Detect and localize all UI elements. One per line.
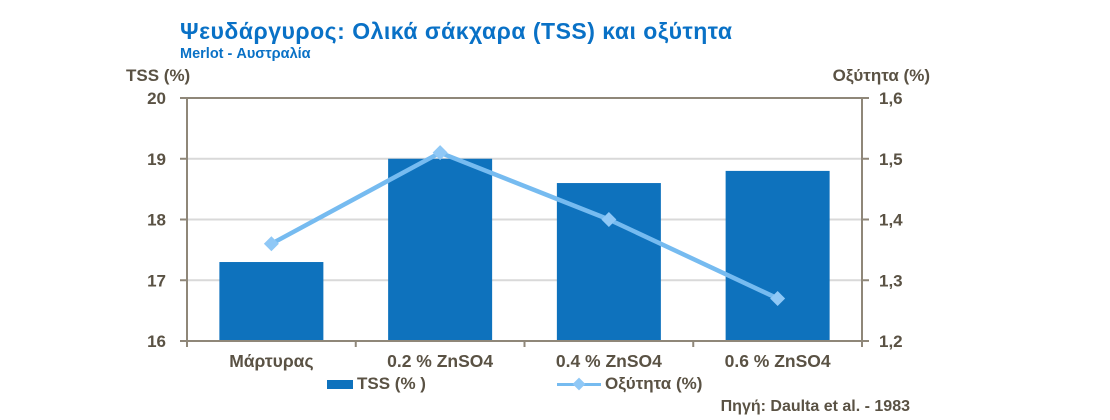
category-label: 0.4 % ZnSO4	[556, 351, 662, 371]
right-axis-tick-label: 1,5	[879, 150, 903, 169]
chart-subtitle: Merlot - Αυστραλία	[180, 46, 311, 62]
left-axis-label: TSS (%)	[126, 66, 191, 85]
left-axis-tick-label: 20	[147, 89, 166, 108]
chart-title: Ψευδάργυρος: Ολικά σάκχαρα (TSS) και οξύ…	[180, 18, 733, 44]
line-swatch-icon	[557, 377, 601, 391]
acidity-marker-0	[263, 236, 279, 252]
legend-label-acidity: Οξύτητα (%)	[605, 374, 703, 393]
tss-bar-1	[388, 158, 493, 341]
acidity-marker-3	[770, 290, 786, 306]
bar-swatch-icon	[327, 379, 353, 389]
tss-bar-3	[725, 170, 830, 341]
left-axis-tick-label: 18	[147, 211, 166, 230]
acidity-marker-1	[432, 145, 448, 161]
diamond-marker-icon	[572, 377, 586, 391]
tss-bar-0	[219, 262, 324, 341]
category-label: Μάρτυρας	[229, 351, 313, 371]
right-axis-label: Οξύτητα (%)	[832, 66, 930, 85]
right-axis-tick-label: 1,3	[879, 271, 903, 290]
right-axis-tick-label: 1,4	[879, 211, 903, 230]
source-citation: Πηγή: Daulta et al. - 1983	[720, 398, 910, 415]
tss-bar-2	[556, 183, 661, 341]
acidity-marker-2	[601, 212, 617, 227]
legend-label-tss: TSS (% )	[357, 374, 426, 393]
category-label: 0.6 % ZnSO4	[725, 351, 831, 371]
right-axis-tick-label: 1,6	[879, 89, 903, 108]
right-axis-tick-label: 1,2	[879, 332, 903, 351]
acidity-line	[269, 150, 780, 301]
left-axis-tick-label: 16	[147, 332, 166, 351]
legend-item-acidity: Οξύτητα (%)	[557, 374, 702, 394]
left-axis-tick-label: 17	[147, 271, 166, 290]
legend-item-tss: TSS (% )	[327, 374, 426, 394]
category-label: 0.2 % ZnSO4	[387, 351, 493, 371]
left-axis-tick-label: 19	[147, 150, 166, 169]
